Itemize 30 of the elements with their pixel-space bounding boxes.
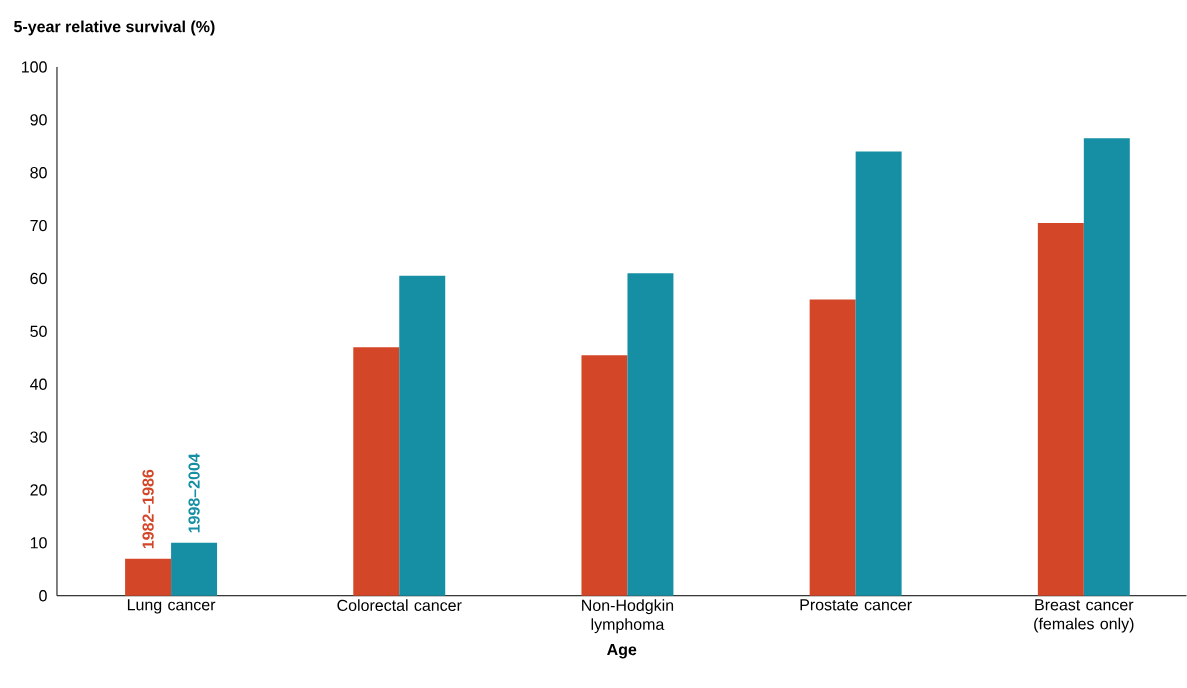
text: 1982–1986 [142, 469, 154, 549]
y-tick-label: 70 [30, 220, 47, 232]
bar [125, 558, 172, 596]
y-tick-label: 100 [22, 61, 47, 73]
bar [581, 355, 628, 596]
y-tick-label: 20 [30, 484, 47, 496]
y-tick-label: 60 [30, 272, 47, 285]
bar [855, 151, 902, 596]
y-tick-label: 0 [39, 590, 47, 602]
bar [353, 347, 400, 596]
x-axis-title: Age [607, 644, 637, 659]
y-tick-label: 40 [30, 378, 47, 391]
bar [1037, 223, 1084, 596]
bar [1083, 138, 1130, 596]
y-tick-label: 30 [30, 431, 47, 443]
bar [809, 299, 856, 596]
y-tick-label: 80 [30, 167, 47, 179]
y-axis-title: 5-year relative survival (%) [14, 20, 215, 36]
y-tick-label: 10 [30, 537, 47, 549]
x-tick-label: Prostate cancer [800, 599, 912, 611]
bar [627, 273, 674, 596]
y-tick-label: 90 [30, 114, 47, 126]
text: 1998–2004 [188, 453, 200, 533]
bar [171, 543, 218, 596]
x-tick-label: Non-Hodgkin lymphoma [582, 599, 674, 634]
x-tick-label: Breast cancer (females only) [1034, 599, 1134, 633]
y-tick-label: 50 [30, 325, 47, 338]
bar [399, 275, 446, 596]
x-tick-label: Lung cancer [127, 599, 216, 614]
x-tick-label: Colorectal cancer [337, 599, 462, 612]
